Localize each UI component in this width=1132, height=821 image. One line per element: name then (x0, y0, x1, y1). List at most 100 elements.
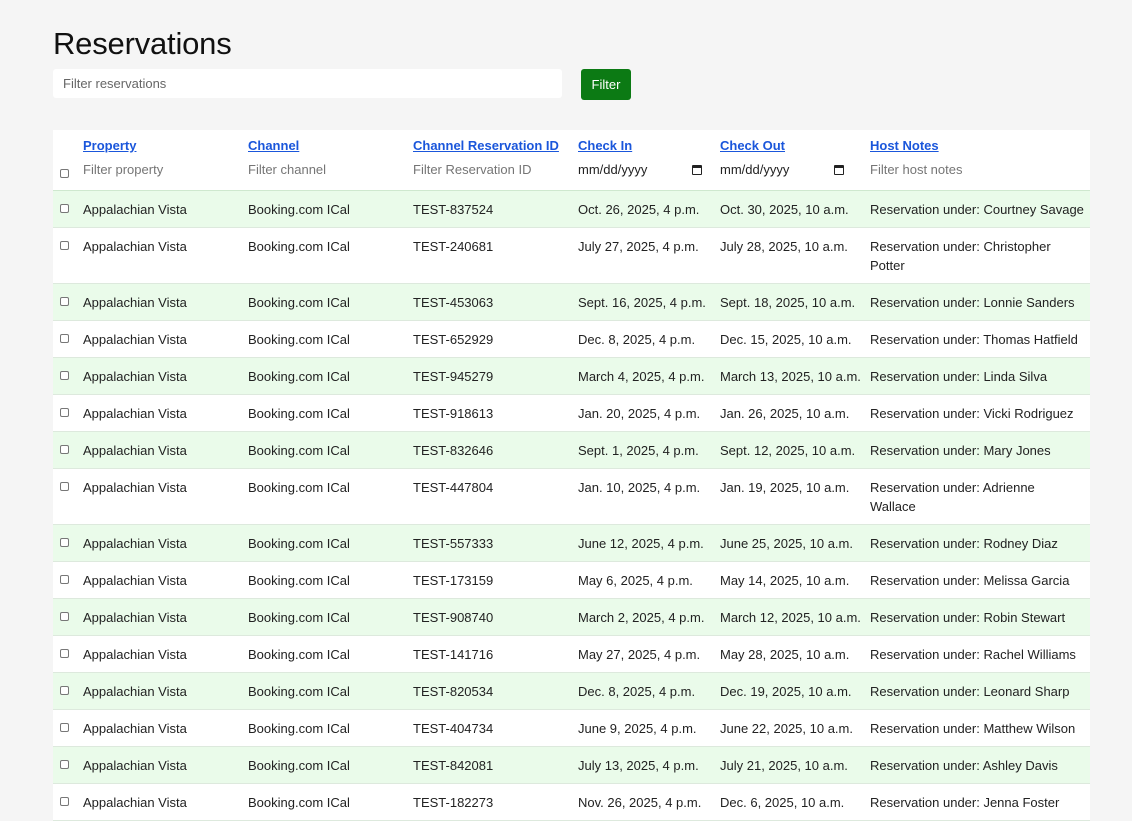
sort-property-link[interactable]: Property (83, 138, 137, 153)
cell-check-out: Sept. 12, 2025, 10 a.m. (720, 443, 856, 458)
cell-check-in: July 13, 2025, 4 p.m. (578, 758, 699, 773)
cell-check-in: Jan. 10, 2025, 4 p.m. (578, 480, 701, 495)
cell-check-out: Sept. 18, 2025, 10 a.m. (720, 295, 856, 310)
reservations-table: Property Channel Channel Reservation ID … (53, 130, 1090, 821)
table-row[interactable]: Appalachian Vista Booking.com ICal TEST-83… (53, 190, 1090, 228)
cell-reservation-id: TEST-820534 (413, 684, 494, 699)
table-row[interactable]: Appalachian Vista Booking.com ICal TEST-82… (53, 672, 1090, 710)
table-row[interactable]: Appalachian Vista Booking.com ICal TEST-55… (53, 524, 1090, 562)
table-row[interactable]: Appalachian Vista Booking.com ICal TEST-83… (53, 431, 1090, 469)
cell-check-in: May 27, 2025, 4 p.m. (578, 647, 701, 662)
search-input[interactable] (53, 69, 562, 98)
cell-property: Appalachian Vista (83, 684, 187, 699)
cell-check-out: June 22, 2025, 10 a.m. (720, 721, 853, 736)
cell-host-notes: Reservation under: Rodney Diaz (870, 536, 1058, 551)
cell-host-notes: Reservation under: Rachel Williams (870, 647, 1076, 662)
cell-property: Appalachian Vista (83, 239, 187, 254)
sort-channel-link[interactable]: Channel (248, 138, 300, 153)
cell-check-out: July 21, 2025, 10 a.m. (720, 758, 848, 773)
row-checkbox[interactable] (60, 723, 69, 732)
cell-host-notes: Reservation under: Leonard Sharp (870, 684, 1070, 699)
cell-property: Appalachian Vista (83, 480, 187, 495)
row-checkbox[interactable] (60, 797, 69, 806)
cell-host-notes: Reservation under: Thomas Hatfield (870, 332, 1078, 347)
table-row[interactable]: Appalachian Vista Booking.com ICal TEST-91… (53, 394, 1090, 432)
cell-check-out: Oct. 30, 2025, 10 a.m. (720, 202, 849, 217)
cell-channel: Booking.com ICal (248, 536, 350, 551)
row-checkbox[interactable] (60, 760, 69, 769)
table-row[interactable]: Appalachian Vista Booking.com ICal TEST-65… (53, 320, 1090, 358)
cell-channel: Booking.com ICal (248, 795, 350, 810)
header-host-notes: Host Notes (870, 130, 1090, 191)
table-row[interactable]: Appalachian Vista Booking.com ICal TEST-45… (53, 283, 1090, 321)
calendar-icon[interactable] (834, 164, 844, 175)
filter-reservation-id-input[interactable] (413, 162, 553, 177)
table-row[interactable]: Appalachian Vista Booking.com ICal TEST-84… (53, 746, 1090, 784)
cell-channel: Booking.com ICal (248, 369, 350, 384)
row-checkbox[interactable] (60, 297, 69, 306)
row-checkbox[interactable] (60, 241, 69, 250)
cell-check-out: June 25, 2025, 10 a.m. (720, 536, 853, 551)
cell-property: Appalachian Vista (83, 610, 187, 625)
table-row[interactable]: Appalachian Vista Booking.com ICal TEST-44… (53, 468, 1090, 525)
sort-host-notes-link[interactable]: Host Notes (870, 138, 939, 153)
row-select-cell (53, 469, 83, 525)
cell-property: Appalachian Vista (83, 647, 187, 662)
table-row[interactable]: Appalachian Vista Booking.com ICal TEST-14… (53, 635, 1090, 673)
cell-check-in: Sept. 1, 2025, 4 p.m. (578, 443, 699, 458)
row-checkbox[interactable] (60, 445, 69, 454)
cell-channel: Booking.com ICal (248, 647, 350, 662)
sort-reservation-id-link[interactable]: Channel Reservation ID (413, 138, 559, 153)
filter-host-notes-input[interactable] (870, 162, 1010, 177)
table-row[interactable]: Appalachian Vista Booking.com ICal TEST-90… (53, 598, 1090, 636)
sort-check-out-link[interactable]: Check Out (720, 138, 786, 153)
row-select-cell (53, 432, 83, 469)
row-checkbox[interactable] (60, 649, 69, 658)
cell-check-out: Dec. 6, 2025, 10 a.m. (720, 795, 845, 810)
row-checkbox[interactable] (60, 408, 69, 417)
cell-property: Appalachian Vista (83, 443, 187, 458)
cell-host-notes: Reservation under: Adrienne Wallace (870, 480, 1035, 514)
filter-button[interactable]: Filter (581, 69, 631, 100)
cell-reservation-id: TEST-240681 (413, 239, 494, 254)
calendar-icon[interactable] (692, 164, 702, 175)
check-in-date-placeholder: mm/dd/yyyy (578, 162, 648, 177)
row-checkbox[interactable] (60, 612, 69, 621)
filter-channel-input[interactable] (248, 162, 388, 177)
table-row[interactable]: Appalachian Vista Booking.com ICal TEST-40… (53, 709, 1090, 747)
cell-channel: Booking.com ICal (248, 684, 350, 699)
cell-property: Appalachian Vista (83, 406, 187, 421)
row-checkbox[interactable] (60, 538, 69, 547)
cell-reservation-id: TEST-182273 (413, 795, 494, 810)
row-checkbox[interactable] (60, 482, 69, 491)
cell-check-in: June 12, 2025, 4 p.m. (578, 536, 704, 551)
table-row[interactable]: Appalachian Vista Booking.com ICal TEST-17… (53, 561, 1090, 599)
row-checkbox[interactable] (60, 204, 69, 213)
cell-reservation-id: TEST-557333 (413, 536, 494, 551)
select-all-checkbox[interactable] (60, 169, 69, 178)
check-out-date-input[interactable]: mm/dd/yyyy (720, 162, 844, 177)
row-checkbox[interactable] (60, 575, 69, 584)
cell-check-out: May 28, 2025, 10 a.m. (720, 647, 850, 662)
table-row[interactable]: Appalachian Vista Booking.com ICal TEST-18… (53, 783, 1090, 821)
row-checkbox[interactable] (60, 371, 69, 380)
cell-channel: Booking.com ICal (248, 758, 350, 773)
cell-reservation-id: TEST-842081 (413, 758, 494, 773)
cell-property: Appalachian Vista (83, 536, 187, 551)
cell-check-out: Jan. 19, 2025, 10 a.m. (720, 480, 850, 495)
table-row[interactable]: Appalachian Vista Booking.com ICal TEST-94… (53, 357, 1090, 395)
cell-property: Appalachian Vista (83, 573, 187, 588)
row-select-cell (53, 784, 83, 821)
header-property: Property (83, 130, 248, 191)
cell-property: Appalachian Vista (83, 332, 187, 347)
table-row[interactable]: Appalachian Vista Booking.com ICal TEST-24… (53, 227, 1090, 284)
header-reservation-id: Channel Reservation ID (413, 130, 578, 191)
filter-property-input[interactable] (83, 162, 223, 177)
cell-channel: Booking.com ICal (248, 480, 350, 495)
row-select-cell (53, 747, 83, 784)
row-checkbox[interactable] (60, 686, 69, 695)
check-in-date-input[interactable]: mm/dd/yyyy (578, 162, 702, 177)
cell-reservation-id: TEST-141716 (413, 647, 494, 662)
row-checkbox[interactable] (60, 334, 69, 343)
sort-check-in-link[interactable]: Check In (578, 138, 633, 153)
